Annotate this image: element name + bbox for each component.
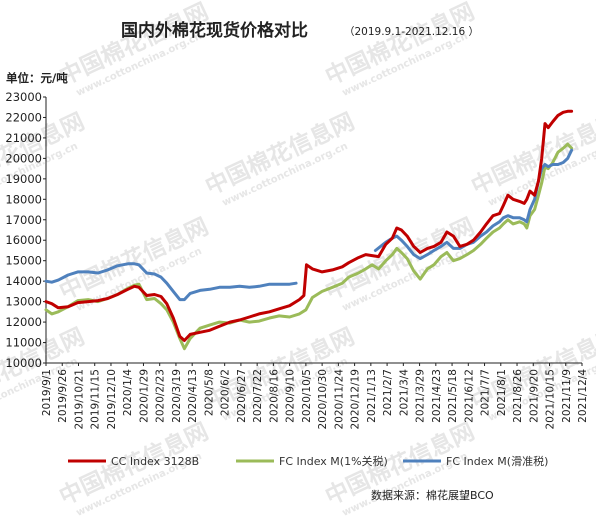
- x-axis-ticks: 2019/9/1 2019/9/26 2019/10/21 2019/11/15 201…: [41, 363, 589, 430]
- x-tick-label: 2020/4/13: [187, 369, 199, 423]
- y-tick-label: 13000: [5, 295, 42, 309]
- x-tick-label: 2021/2/7: [382, 369, 394, 416]
- legend-label-cc: CC Index 3128B: [111, 455, 199, 468]
- x-tick-label: 2019/12/10: [106, 369, 118, 430]
- data-source-note: 数据来源：棉花展望BCO: [371, 488, 494, 502]
- x-tick-label: 2021/5/18: [447, 369, 459, 423]
- y-tick-label: 19000: [5, 172, 42, 186]
- y-tick-label: 20000: [5, 151, 42, 165]
- chart-subtitle: （2019.9.1-2021.12.16 ）: [344, 26, 479, 38]
- x-tick-label: 2021/9/20: [528, 369, 540, 423]
- x-tick-label: 2020/2/23: [155, 369, 167, 423]
- x-tick-label: 2020/12/19: [350, 369, 362, 430]
- series-line-3: [373, 148, 574, 261]
- x-tick-label: 2021/8/26: [512, 369, 524, 423]
- x-tick-label: 2020/6/2: [220, 369, 232, 416]
- x-tick-label: 2019/9/26: [57, 369, 69, 423]
- y-tick-label: 22000: [5, 110, 42, 124]
- x-tick-label: 2020/3/19: [171, 369, 183, 423]
- y-tick-label: 18000: [5, 192, 42, 206]
- y-tick-label: 23000: [5, 90, 42, 104]
- x-tick-label: 2020/1/4: [122, 369, 134, 416]
- legend-item-cc-index: CC Index 3128B: [68, 455, 199, 468]
- x-tick-label: 2020/5/8: [203, 369, 215, 416]
- x-tick-label: 2020/10/30: [317, 369, 329, 430]
- series-line-1: [44, 142, 574, 351]
- x-tick-label: 2021/10/15: [545, 369, 557, 430]
- x-tick-label: 2020/1/29: [138, 369, 150, 423]
- x-tick-label: 2019/9/1: [41, 369, 53, 416]
- legend-item-fc-1pct: FC Index M(1%关税): [236, 454, 388, 468]
- y-axis-unit-label: 单位：元/吨: [6, 71, 68, 85]
- y-axis-ticks: 10000 11000 12000 13000 14000 15000 16000 17000…: [5, 90, 46, 370]
- y-tick-label: 21000: [5, 131, 42, 145]
- x-tick-label: 2021/6/12: [463, 369, 475, 423]
- x-tick-label: 2021/7/7: [480, 369, 492, 416]
- x-tick-label: 2021/1/13: [366, 369, 378, 423]
- legend-item-fc-sliding: FC Index M(滑准税): [403, 454, 548, 468]
- x-tick-label: 2019/11/15: [90, 369, 102, 430]
- legend-label-fc-sliding: FC Index M(滑准税): [446, 454, 548, 468]
- y-tick-label: 17000: [5, 213, 42, 227]
- series-line-0: [44, 109, 574, 342]
- x-tick-label: 2021/11/9: [561, 369, 573, 423]
- x-tick-label: 2021/8/1: [496, 369, 508, 416]
- x-tick-label: 2021/3/4: [398, 369, 410, 416]
- x-tick-label: 2020/10/5: [301, 369, 313, 423]
- y-tick-label: 15000: [5, 254, 42, 268]
- x-tick-label: 2021/12/4: [577, 369, 589, 423]
- x-tick-label: 2021/3/29: [415, 369, 427, 423]
- x-tick-label: 2019/10/21: [73, 369, 85, 430]
- series-line-2: [44, 262, 298, 302]
- x-tick-label: 2020/6/27: [236, 369, 248, 423]
- x-tick-label: 2020/7/22: [252, 369, 264, 423]
- x-tick-label: 2021/4/23: [431, 369, 443, 423]
- y-tick-label: 16000: [5, 233, 42, 247]
- legend: CC Index 3128B FC Index M(1%关税) FC Index…: [68, 454, 548, 468]
- legend-label-fc-1pct: FC Index M(1%关税): [279, 454, 388, 468]
- y-tick-label: 12000: [5, 315, 42, 329]
- x-tick-label: 2020/11/24: [333, 369, 345, 430]
- chart-title: 国内外棉花现货价格对比: [121, 20, 308, 41]
- x-tick-label: 2020/8/16: [268, 369, 280, 423]
- y-tick-label: 14000: [5, 274, 42, 288]
- y-tick-label: 11000: [5, 336, 42, 350]
- series-layer: [44, 109, 574, 351]
- x-tick-label: 2020/9/10: [285, 369, 297, 423]
- y-tick-label: 10000: [5, 356, 42, 370]
